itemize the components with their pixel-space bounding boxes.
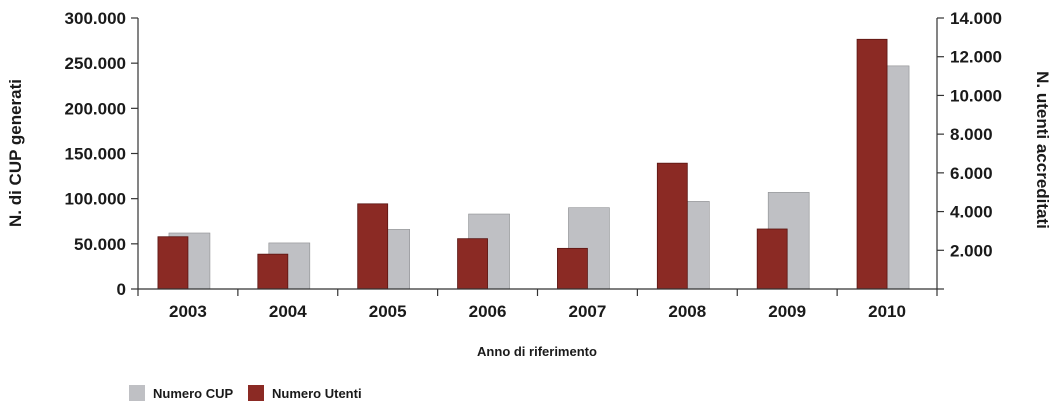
x-tick-label: 2003 <box>169 302 207 321</box>
x-ticks: 2003 2004 2005 2006 2007 2008 2009 2010 <box>137 289 938 321</box>
bar-numero-utenti-2005 <box>357 203 389 290</box>
left-tick-label: 150.000 <box>65 145 126 164</box>
left-tick-label: 50.000 <box>74 235 126 254</box>
bar-numero-utenti-2004 <box>257 253 289 290</box>
x-tick-label: 2007 <box>569 302 607 321</box>
legend-label-numero-utenti: Numero Utenti <box>272 386 362 401</box>
right-y-ticks: 2.000 4.000 6.000 8.000 10.000 12.000 14.000 <box>937 9 1002 290</box>
x-tick-label: 2006 <box>469 302 507 321</box>
legend-swatch-numero-utenti <box>248 385 264 401</box>
left-tick-label: 200.000 <box>65 99 126 118</box>
right-tick-label: 2.000 <box>950 241 993 260</box>
left-tick-label: 100.000 <box>65 190 126 209</box>
x-tick-label: 2008 <box>668 302 706 321</box>
x-axis-title: Anno di riferimento <box>477 344 597 359</box>
left-y-axis-title: N. di CUP generati <box>6 79 25 227</box>
right-tick-label: 14.000 <box>950 9 1002 28</box>
left-y-ticks: 0 50.000 100.000 150.000 200.000 250.000 300.0… <box>65 9 138 299</box>
bar-numero-utenti-2009 <box>756 228 788 290</box>
bars-group <box>157 38 910 290</box>
right-tick-label: 8.000 <box>950 125 993 144</box>
bar-numero-utenti-2010 <box>856 38 888 290</box>
right-y-axis-title: N. utenti accreditati <box>1033 71 1051 229</box>
legend-label-numero-cup: Numero CUP <box>153 386 234 401</box>
x-tick-label: 2005 <box>369 302 407 321</box>
left-tick-label: 0 <box>117 280 126 299</box>
right-tick-label: 12.000 <box>950 48 1002 67</box>
bar-numero-utenti-2007 <box>557 247 588 290</box>
x-tick-label: 2004 <box>269 302 307 321</box>
left-tick-label: 250.000 <box>65 54 126 73</box>
left-tick-label: 300.000 <box>65 9 126 28</box>
bar-numero-utenti-2006 <box>457 238 488 290</box>
bar-numero-utenti-2003 <box>157 236 189 290</box>
legend: Numero CUP Numero Utenti <box>129 385 362 401</box>
x-tick-label: 2010 <box>868 302 906 321</box>
bar-numero-utenti-2008 <box>656 162 688 290</box>
legend-swatch-numero-cup <box>129 385 145 401</box>
x-tick-label: 2009 <box>768 302 806 321</box>
right-tick-label: 10.000 <box>950 86 1002 105</box>
right-tick-label: 6.000 <box>950 164 993 183</box>
right-tick-label: 4.000 <box>950 203 993 222</box>
